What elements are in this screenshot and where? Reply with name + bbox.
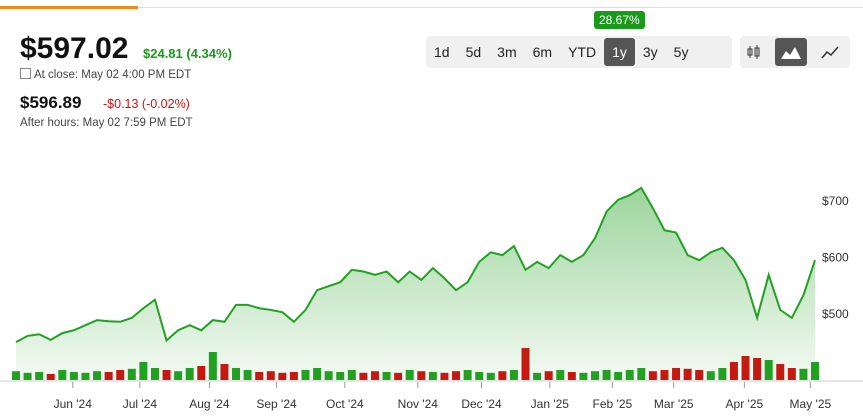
x-tick-label: Dec '24 [461,397,502,411]
range-buttons: 1d 5d 3m 6m YTD 1y 3y 5y [426,36,732,68]
range-button[interactable]: 6m [532,44,553,60]
y-tick-label: $700 [822,194,849,208]
x-tick-label: Apr '25 [726,397,764,411]
close-label: At close: May 02 4:00 PM EDT [20,68,191,81]
range-tooltip: 28.67% [594,11,645,29]
tool-icons [747,38,839,66]
price: $597.02 [20,32,129,65]
range-button[interactable]: 5d [465,44,482,60]
range-button[interactable]: 3m [497,44,517,60]
range-button[interactable]: YTD [568,44,597,60]
close-text: At close: May 02 4:00 PM EDT [34,69,192,81]
after-hours-label: After hours: May 02 7:59 PM EDT [20,117,193,129]
candle-icon[interactable] [747,45,760,59]
line-icon[interactable] [821,46,839,59]
x-tick-label: Mar '25 [654,397,694,411]
x-tick-label: Oct '24 [326,397,364,411]
x-tick-label: Aug '24 [189,397,230,411]
x-tick-label: Jun '24 [54,397,93,411]
price-line [15,186,816,344]
tab-divider [138,7,863,8]
range-button[interactable]: 1y [604,38,635,66]
after-hours-price: $596.89 [20,93,82,112]
range-button[interactable]: 1d [434,44,450,60]
price-change: $24.81 (4.34%) [143,46,232,61]
x-tick-label: Sep '24 [256,397,297,411]
chart-type-tools [740,36,850,68]
active-tab-bar [0,6,138,9]
range-button[interactable]: 3y [642,44,658,60]
range-button[interactable]: 5y [673,44,689,60]
after-hours-change: -$0.13 (-0.02%) [103,97,190,111]
y-tick-label: $600 [822,251,849,265]
x-tick-label: Jul '24 [123,397,158,411]
area-icon [781,47,801,59]
x-tick-label: Nov '24 [398,397,439,411]
x-tick-label: Jan '25 [531,397,570,411]
x-tick-label: May '25 [790,397,832,411]
area-fill [16,187,815,380]
y-tick-label: $500 [822,307,849,321]
x-tick-label: Feb '25 [593,397,633,411]
